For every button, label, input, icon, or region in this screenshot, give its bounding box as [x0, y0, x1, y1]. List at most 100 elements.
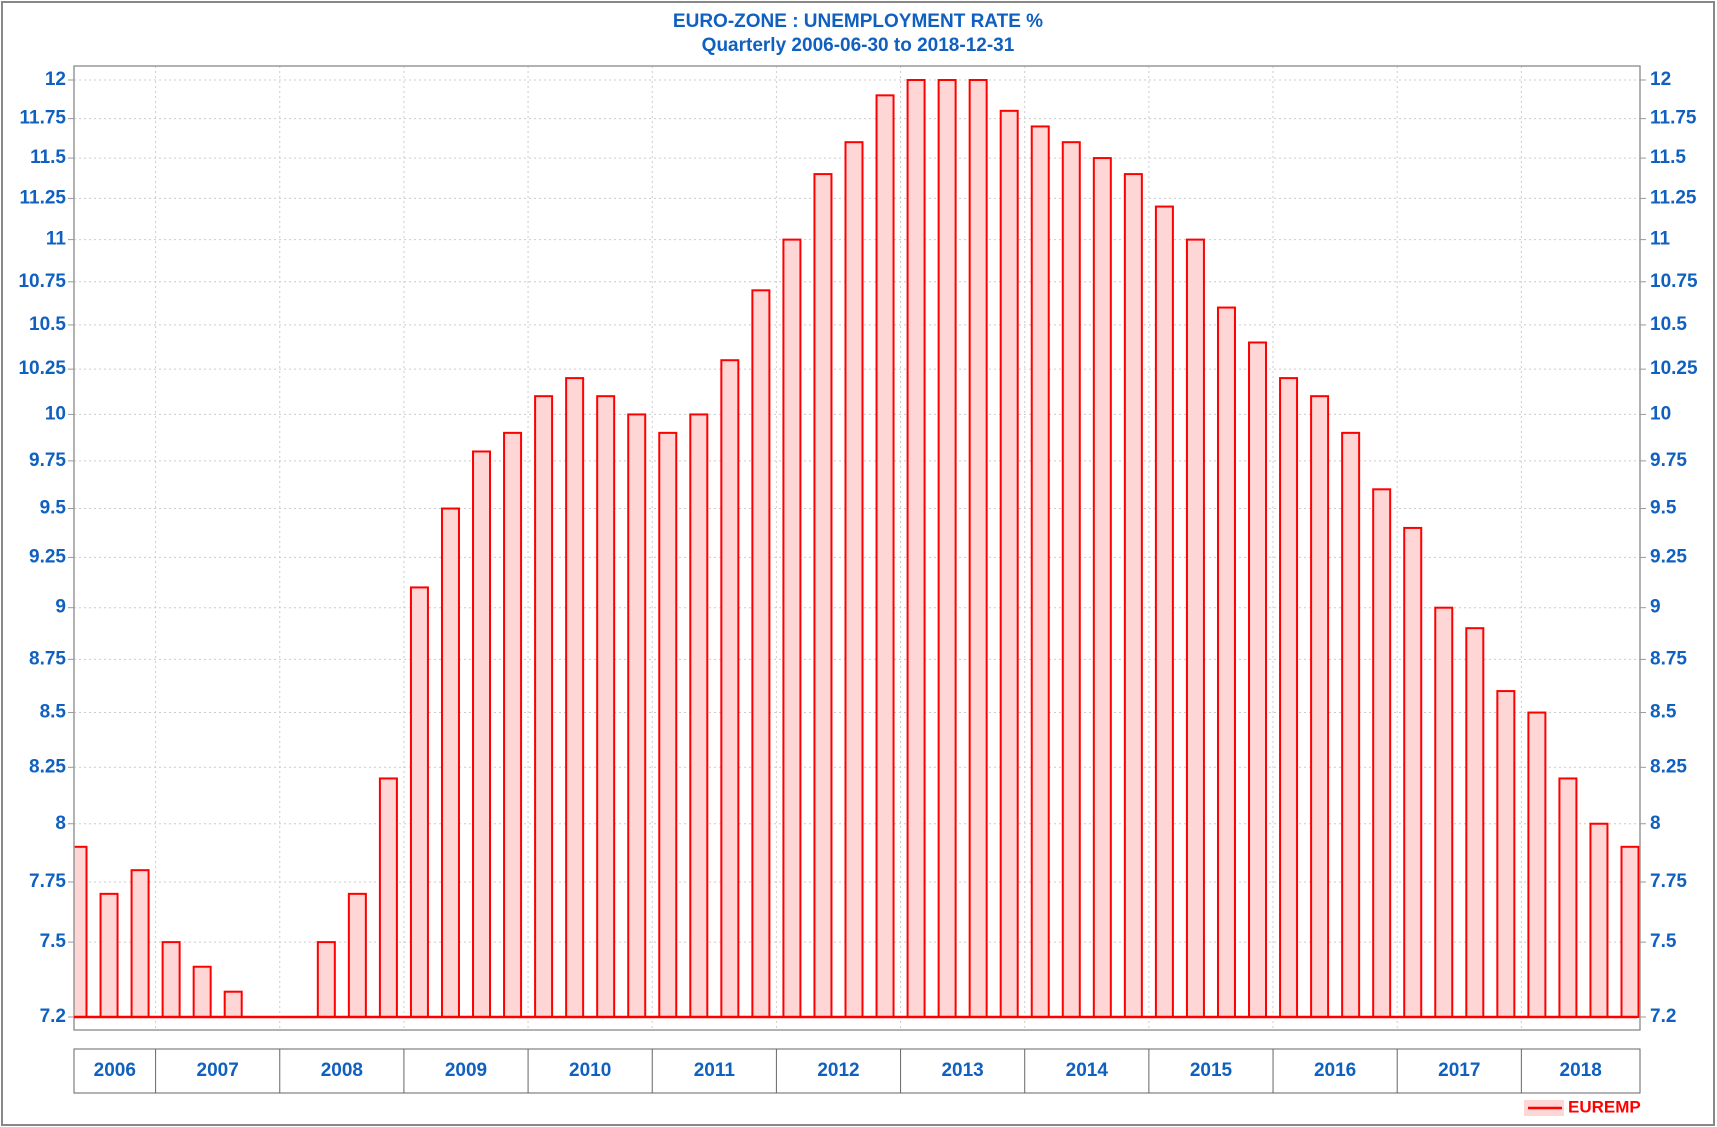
bar [1061, 141, 1081, 1018]
y-tick-label: 8.25 [29, 756, 66, 777]
x-axis-box [73, 1048, 1641, 1094]
bar [1123, 173, 1143, 1018]
y-tick-label: 9.25 [29, 546, 66, 567]
y-tick-label: 8.75 [29, 648, 66, 669]
bar [782, 238, 802, 1018]
bar [1154, 205, 1174, 1018]
bar [1341, 431, 1361, 1018]
bar [1558, 777, 1578, 1018]
y-tick-label: 8 [55, 813, 66, 834]
bar [844, 141, 864, 1018]
bar [720, 359, 740, 1018]
bar [1248, 341, 1268, 1018]
y2-tick-label: 8 [1650, 813, 1661, 834]
bar [1589, 822, 1609, 1019]
bar [74, 845, 88, 1019]
bar [1185, 238, 1205, 1018]
chart-subtitle: Quarterly 2006-06-30 to 2018-12-31 [702, 35, 1015, 56]
y2-tick-label: 11.25 [1650, 187, 1697, 208]
x-group-label: 2009 [445, 1060, 487, 1081]
x-group-label: 2017 [1438, 1060, 1480, 1081]
y-tick-label: 10.75 [18, 271, 66, 292]
y2-tick-label: 11.5 [1650, 147, 1686, 168]
y-tick-label: 7.5 [40, 931, 67, 952]
y2-tick-label: 11 [1650, 229, 1671, 250]
y-tick-label: 8.5 [40, 702, 67, 723]
y-tick-label: 11.25 [20, 187, 67, 208]
bar [316, 941, 336, 1018]
y2-tick-label: 9.25 [1650, 546, 1687, 567]
y-tick-label: 10 [45, 403, 66, 424]
plot-area [74, 66, 1640, 1030]
y2-tick-label: 8.75 [1650, 648, 1687, 669]
y-tick-label: 9 [55, 597, 66, 618]
bar [813, 173, 833, 1018]
y2-tick-label: 9.75 [1650, 450, 1687, 471]
bar [503, 431, 523, 1018]
y-tick-label: 11 [46, 229, 67, 250]
y-tick-label: 10.5 [29, 314, 66, 335]
bar [565, 377, 585, 1019]
y-tick-label: 11.75 [20, 108, 67, 129]
bar [1372, 488, 1392, 1018]
y2-tick-label: 12 [1650, 69, 1671, 90]
bar [906, 79, 926, 1018]
bar [968, 79, 988, 1018]
y-tick-label: 10.25 [18, 358, 66, 379]
x-group-label: 2007 [197, 1060, 239, 1081]
bar [751, 289, 771, 1018]
bar [1310, 395, 1330, 1018]
bar [1403, 526, 1423, 1018]
legend-label: EUREMP [1568, 1097, 1641, 1116]
bar [875, 94, 895, 1019]
bar [534, 395, 554, 1018]
bar [223, 990, 243, 1018]
chart-title: EURO-ZONE : UNEMPLOYMENT RATE % [673, 11, 1043, 32]
bar [1216, 306, 1236, 1018]
x-group-label: 2014 [1066, 1060, 1109, 1081]
bar [627, 413, 647, 1019]
y2-tick-label: 10.5 [1650, 314, 1687, 335]
y2-tick-label: 7.5 [1650, 931, 1677, 952]
x-group-label: 2012 [817, 1060, 859, 1081]
y-tick-label: 12 [45, 69, 66, 90]
bar [1279, 377, 1299, 1019]
bar [378, 777, 398, 1018]
bar [1496, 690, 1516, 1019]
bar [1092, 157, 1112, 1019]
bar [440, 507, 460, 1018]
y2-tick-label: 8.5 [1650, 702, 1677, 723]
y2-tick-label: 10.75 [1650, 271, 1698, 292]
bar [937, 79, 957, 1018]
bar [161, 941, 181, 1018]
bar [596, 395, 616, 1018]
y2-tick-label: 7.75 [1650, 871, 1687, 892]
y2-tick-label: 8.25 [1650, 756, 1687, 777]
bar [1620, 845, 1640, 1019]
bar [347, 892, 367, 1018]
bar [130, 869, 150, 1018]
bar [658, 431, 678, 1018]
x-group-label: 2008 [321, 1060, 363, 1081]
x-group-label: 2015 [1190, 1060, 1233, 1081]
y2-tick-label: 9.5 [1650, 498, 1677, 519]
bar [99, 892, 119, 1018]
y-tick-label: 7.75 [29, 871, 66, 892]
y-tick-label: 7.2 [40, 1006, 66, 1027]
bar [1527, 711, 1547, 1018]
y-tick-label: 9.5 [40, 498, 67, 519]
x-group-label: 2018 [1560, 1060, 1602, 1081]
x-group-label: 2016 [1314, 1060, 1356, 1081]
bar [192, 965, 212, 1018]
bar [689, 413, 709, 1019]
bar [999, 109, 1019, 1019]
x-group-label: 2010 [569, 1060, 611, 1081]
y2-tick-label: 11.75 [1650, 108, 1697, 129]
y2-tick-label: 9 [1650, 597, 1661, 618]
bar [1465, 627, 1485, 1018]
y2-tick-label: 10.25 [1650, 358, 1698, 379]
x-group-label: 2006 [94, 1060, 136, 1081]
plot-frame [73, 65, 1641, 1031]
